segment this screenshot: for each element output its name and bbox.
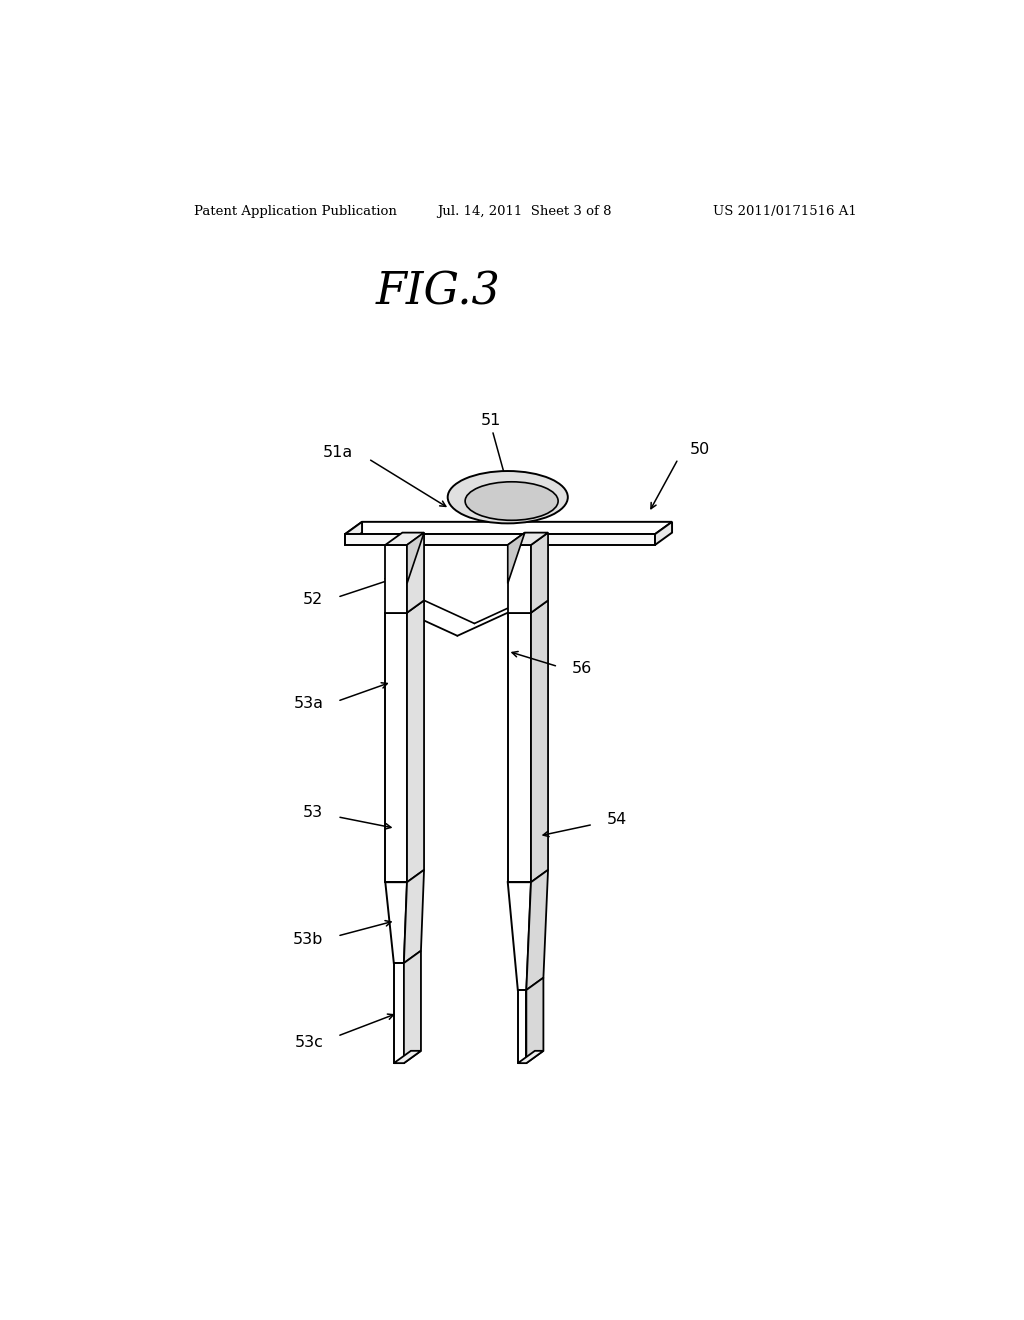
Text: Jul. 14, 2011  Sheet 3 of 8: Jul. 14, 2011 Sheet 3 of 8 [437,205,612,218]
Polygon shape [345,521,362,545]
Polygon shape [518,1051,544,1063]
Ellipse shape [447,471,568,524]
Text: 53: 53 [303,805,324,821]
Text: 53c: 53c [295,1035,324,1049]
Polygon shape [508,533,524,583]
Polygon shape [508,545,531,612]
Polygon shape [518,990,526,1063]
Polygon shape [394,1051,421,1063]
Text: 56: 56 [572,661,592,676]
Text: Patent Application Publication: Patent Application Publication [194,205,396,218]
Polygon shape [508,533,548,545]
Polygon shape [394,964,403,1063]
Polygon shape [508,612,531,882]
Text: 50: 50 [690,442,710,457]
Polygon shape [526,870,548,990]
Polygon shape [403,870,424,964]
Polygon shape [403,950,421,1063]
Polygon shape [407,601,424,882]
Polygon shape [508,882,531,990]
Text: US 2011/0171516 A1: US 2011/0171516 A1 [713,205,856,218]
Polygon shape [407,533,424,612]
Polygon shape [385,882,407,964]
Polygon shape [407,533,424,583]
Text: 52: 52 [303,593,324,607]
Text: 54: 54 [607,812,627,826]
Polygon shape [526,978,544,1063]
Polygon shape [531,533,548,612]
Polygon shape [385,545,407,612]
Text: FIG.3: FIG.3 [376,271,501,313]
Text: 53b: 53b [293,932,324,948]
Polygon shape [655,521,672,545]
Text: 51a: 51a [323,445,352,461]
Polygon shape [385,533,424,545]
Text: 51: 51 [480,413,501,428]
Ellipse shape [465,482,558,520]
Polygon shape [345,535,655,545]
Text: 53a: 53a [293,696,324,711]
Polygon shape [385,612,407,882]
Polygon shape [531,601,548,882]
Polygon shape [345,521,672,535]
